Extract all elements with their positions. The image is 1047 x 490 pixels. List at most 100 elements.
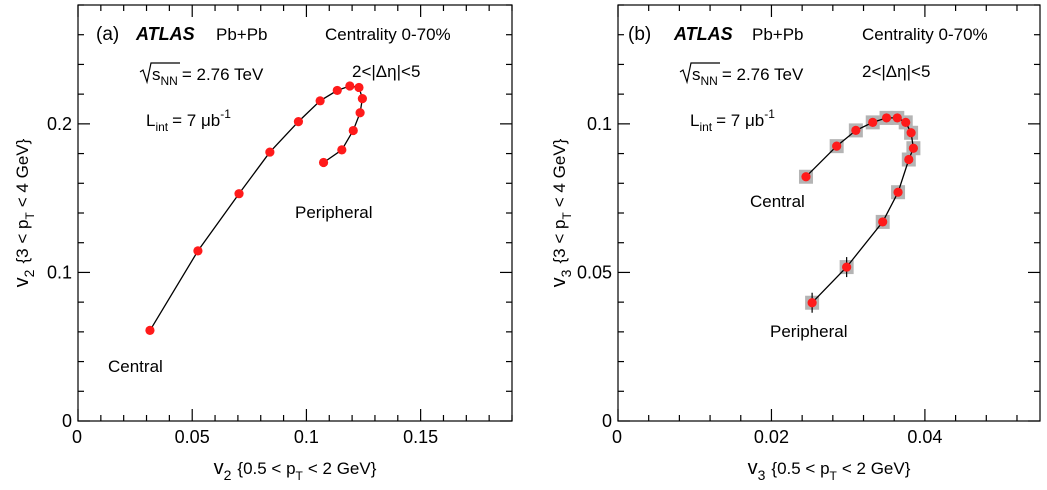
y-label-range-subscript: T [560, 212, 574, 220]
lumi-superscript: -1 [764, 107, 775, 121]
data-point [901, 117, 911, 127]
y-axis-label-group: v2 {3 < pT < 4 GeV} [11, 138, 37, 287]
y-label-symbol: v [11, 277, 33, 287]
x-label-range-subscript: T [830, 469, 838, 483]
energy-subscript: NN [701, 74, 718, 88]
data-point [145, 325, 155, 335]
data-point [293, 117, 304, 127]
data-point [908, 143, 919, 153]
x-label-range-subscript: T [296, 469, 304, 483]
x-label-range-end: < 2 GeV} [842, 459, 911, 478]
lumi-value: = 7 μb [716, 111, 764, 130]
x-tick-label: 0.02 [754, 427, 789, 447]
central-label: Central [750, 192, 805, 211]
data-point [851, 125, 861, 135]
y-tick-label: 0.1 [587, 114, 612, 134]
data-point [234, 189, 244, 199]
energy-symbol: s [692, 65, 701, 84]
panel-label: (a) [96, 24, 119, 45]
energy-value: = 2.76 TeV [182, 65, 264, 84]
data-point [318, 157, 329, 168]
panel-a: 0 0.05 0.1 0.15 0 0.1 0.2 (a) ATLAS Pb+Pb Centrali… [11, 4, 513, 483]
data-point [348, 125, 358, 136]
lumi-value: = 7 μb [172, 111, 220, 130]
data-point [265, 147, 275, 157]
y-tick-label: 0 [602, 411, 612, 431]
y-axis-label: v2 {3 < pT < 4 GeV} [11, 138, 37, 287]
data-point [892, 113, 902, 123]
x-tick-label: 0.05 [175, 427, 210, 447]
y-label-subscript: 2 [21, 269, 37, 277]
x-axis-label: v3 {0.5 < pT < 2 GeV} [748, 457, 911, 483]
x-tick-label: 0 [72, 427, 82, 447]
x-tick-label: 0.15 [403, 427, 438, 447]
x-label-subscript: 3 [758, 467, 766, 483]
y-tick-label: 0.05 [577, 262, 612, 282]
data-point [906, 128, 916, 138]
data-point [807, 298, 817, 308]
experiment-label: ATLAS [673, 24, 733, 44]
data-point [355, 108, 365, 118]
x-label-symbol: v [748, 457, 758, 479]
y-axis-label-group: v3 {3 < pT < 4 GeV} [548, 138, 574, 287]
energy-subscript: NN [161, 74, 178, 88]
y-label-range: {3 < p [13, 220, 32, 264]
energy-symbol: s [152, 65, 161, 84]
central-label: Central [108, 357, 163, 376]
data-point [357, 94, 367, 104]
experiment-label: ATLAS [135, 24, 195, 44]
y-tick-label: 0 [62, 411, 72, 431]
x-label-range: {0.5 < p [237, 459, 295, 478]
data-point [904, 154, 914, 165]
lumi-subscript: int [699, 120, 712, 134]
y-tick-label: 0.2 [47, 114, 72, 134]
lumi-symbol: L [690, 111, 699, 130]
x-label-subscript: 2 [224, 467, 232, 483]
data-point [881, 113, 892, 123]
plot-frame [617, 4, 1041, 422]
y-tick-label: 0.1 [47, 262, 72, 282]
luminosity-label: Lint = 7 μb-1 [690, 107, 775, 134]
energy-label: sNN = 2.76 TeV [692, 65, 804, 88]
y-label-range: {3 < p [550, 220, 569, 264]
x-label-range: {0.5 < p [771, 459, 829, 478]
collision-system: Pb+Pb [752, 25, 804, 44]
sqrt-symbol [139, 62, 180, 85]
y-label-symbol: v [548, 277, 570, 287]
data-point [337, 145, 347, 155]
data-point [842, 262, 852, 272]
data-point [832, 141, 842, 151]
data-point [893, 187, 903, 197]
y-label-range-end: < 4 GeV} [13, 138, 32, 207]
peripheral-label: Peripheral [295, 203, 373, 222]
x-axis-label: v2 {0.5 < pT < 2 GeV} [214, 457, 377, 483]
data-point [801, 172, 811, 182]
y-label-subscript: 3 [558, 269, 574, 277]
x-tick-label: 0.04 [907, 427, 942, 447]
data-point [345, 81, 355, 91]
y-label-range-subscript: T [23, 212, 37, 220]
y-axis-label: v3 {3 < pT < 4 GeV} [548, 138, 574, 287]
x-label-range-end: < 2 GeV} [308, 459, 377, 478]
peripheral-label: Peripheral [770, 322, 848, 341]
centrality-label: Centrality 0-70% [862, 25, 988, 44]
x-tick-label: 0 [612, 427, 622, 447]
energy-value: = 2.76 TeV [722, 65, 804, 84]
eta-gap-label: 2<|Δη|<5 [352, 62, 420, 81]
data-point [868, 117, 878, 127]
centrality-label: Centrality 0-70% [325, 25, 451, 44]
data-point [315, 96, 325, 106]
panel-label: (b) [628, 24, 651, 45]
series-line [805, 117, 915, 304]
lumi-symbol: L [146, 111, 155, 130]
data-point [332, 85, 342, 96]
energy-label: sNN = 2.76 TeV [152, 65, 264, 88]
x-tick-label: 0.1 [294, 427, 319, 447]
collision-system: Pb+Pb [216, 25, 268, 44]
y-label-range-end: < 4 GeV} [550, 138, 569, 207]
data-point [878, 217, 888, 227]
luminosity-label: Lint = 7 μb-1 [146, 107, 231, 134]
lumi-superscript: -1 [220, 107, 231, 121]
eta-gap-label: 2<|Δη|<5 [862, 62, 930, 81]
